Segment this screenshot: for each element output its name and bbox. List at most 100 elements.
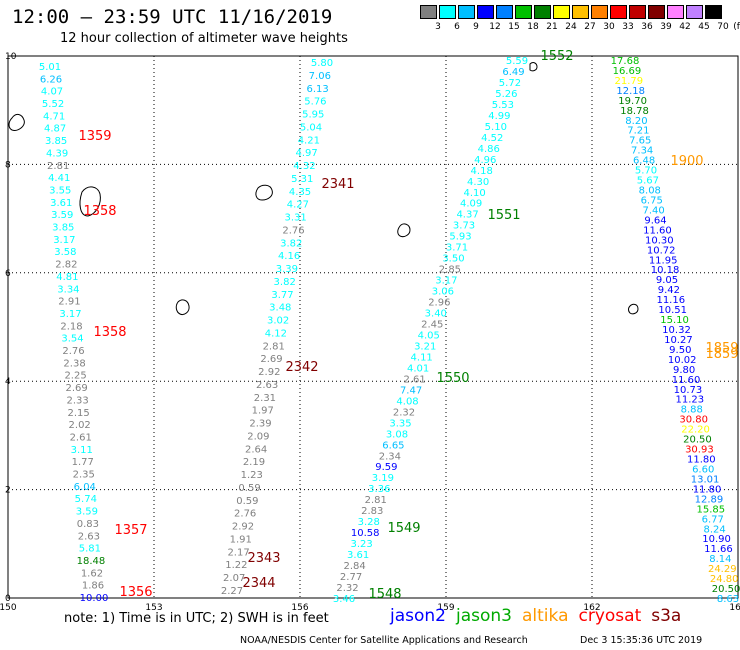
wave-height-value: 2.81 [47, 161, 69, 172]
wave-height-value: 18.78 [620, 106, 649, 117]
wave-height-value: 3.61 [50, 198, 72, 209]
colorbar-unit: (ft) [733, 22, 740, 32]
wave-height-value: 10.58 [351, 528, 380, 539]
wave-height-value: 3.21 [414, 341, 436, 352]
x-tick-label: 159 [437, 603, 454, 613]
pass-time-label: 1358 [83, 204, 116, 219]
wave-height-value: 1.23 [241, 470, 263, 481]
wave-height-value: 11.16 [656, 295, 685, 306]
colorbar-label: 36 [641, 22, 653, 32]
wave-height-value: 6.13 [306, 84, 328, 95]
wave-height-value: 2.76 [62, 346, 84, 357]
wave-height-value: 11.23 [676, 395, 705, 406]
colorbar-swatch [705, 5, 722, 19]
pass-time-label: 1551 [487, 208, 520, 223]
wave-height-value: 5.72 [499, 78, 521, 89]
wave-height-value: 10.72 [647, 245, 676, 256]
wave-height-value: 7.06 [309, 71, 331, 82]
wave-height-value: 6.60 [692, 464, 714, 475]
wave-height-value: 11.80 [687, 455, 716, 466]
satellite-legend-entry: s3a [651, 606, 682, 626]
wave-height-value: 2.35 [73, 470, 95, 481]
pass-time-label: 1358 [93, 325, 126, 340]
wave-height-value: 1.77 [72, 457, 94, 468]
wave-height-value: 3.35 [389, 418, 411, 429]
wave-height-value: 18.48 [77, 556, 106, 567]
wave-height-value: 4.41 [48, 173, 70, 184]
credit-line: NOAA/NESDIS Center for Satellite Applica… [240, 635, 528, 646]
wave-height-value: 5.52 [42, 99, 64, 110]
axis-tick-labels: 150 153 156 159 162 165 0 2 4 6 8 10 [0, 52, 740, 613]
wave-height-value: 2.45 [421, 320, 443, 331]
colorbar-swatch [648, 5, 665, 19]
pass-time-label: 1859 [705, 341, 738, 356]
colorbar-swatch [629, 5, 646, 19]
wave-height-value: 4.99 [488, 111, 510, 122]
wave-height-value: 4.97 [296, 148, 318, 159]
wave-height-value: 8.08 [639, 186, 661, 197]
wave-height-value: 24.29 [708, 564, 737, 575]
footnote: note: 1) Time is in UTC; 2) SWH is in fe… [64, 611, 329, 626]
wave-height-value: 12.18 [616, 86, 645, 97]
colorbar-label: 33 [622, 22, 634, 32]
wave-height-value: 3.48 [269, 303, 291, 314]
wave-height-value: 2.82 [55, 260, 77, 271]
x-tick-label: 156 [291, 603, 308, 613]
wave-height-value: 10.02 [668, 355, 697, 366]
wave-height-value: 2.07 [223, 573, 245, 584]
wave-height-value: 5.01 [39, 62, 61, 73]
y-tick-label: 10 [5, 52, 17, 62]
wave-height-value: 3.36 [368, 484, 390, 495]
wave-height-value: 2.63 [256, 380, 278, 391]
wave-height-value: 6.77 [702, 514, 724, 525]
wave-height-value: 3.19 [372, 473, 394, 484]
colorbar-label: 39 [660, 22, 672, 32]
colorbar-swatch [534, 5, 551, 19]
wave-height-value: 2.61 [70, 432, 92, 443]
y-tick-label: 4 [5, 377, 11, 387]
wave-height-value: 5.81 [79, 544, 101, 555]
wave-height-value: 2.77 [340, 572, 362, 583]
wave-height-value: 11.66 [704, 544, 733, 555]
wave-height-value: 3.34 [57, 284, 79, 295]
pass-time-label: 2343 [247, 551, 280, 566]
wave-height-value: 4.27 [287, 200, 309, 211]
wave-height-value: 4.01 [407, 363, 429, 374]
map-frame [7, 55, 739, 599]
wave-height-value: 10.32 [662, 325, 691, 336]
wave-height-value: 2.02 [69, 420, 91, 431]
colorbar-swatch [496, 5, 513, 19]
wave-height-value: 19.70 [618, 96, 647, 107]
wave-height-value: 1.62 [81, 568, 103, 579]
wave-height-value: 4.12 [265, 328, 287, 339]
wave-height-value: 3.59 [51, 210, 73, 221]
pass-time-label: 1550 [436, 371, 469, 386]
wave-height-value: 4.08 [396, 396, 418, 407]
wave-height-value: 3.55 [49, 185, 71, 196]
pass-time-label: 1900 [670, 154, 703, 169]
wave-height-value: 2.39 [249, 419, 271, 430]
wave-height-value: 5.04 [300, 122, 322, 133]
island-shape [529, 62, 538, 72]
wave-height-value: 4.09 [460, 199, 482, 210]
wave-height-value: 1.91 [230, 534, 252, 545]
wave-height-value: 22.20 [681, 425, 710, 436]
wave-height-value: 11.60 [672, 375, 701, 386]
wave-height-value: 5.59 [506, 56, 528, 67]
island-shape [175, 299, 190, 315]
wave-height-value: 6.48 [633, 156, 655, 167]
wave-height-value: 7.21 [627, 126, 649, 137]
wave-height-value: 7.40 [642, 205, 664, 216]
wave-height-value: 4.30 [467, 177, 489, 188]
colorbar-swatch [420, 5, 437, 19]
wave-height-value: 11.80 [693, 484, 722, 495]
wave-height-value: 2.32 [393, 407, 415, 418]
wave-height-value: 3.17 [435, 276, 457, 287]
map-title: 12:00 – 23:59 UTC 11/16/2019 [12, 6, 333, 28]
wave-height-value: 4.05 [418, 330, 440, 341]
wave-height-value: 5.76 [304, 97, 326, 108]
wave-height-value: 5.74 [75, 494, 97, 505]
colorbar-swatch [477, 5, 494, 19]
wave-height-value: 20.50 [712, 584, 740, 595]
pass-time-label: 2342 [285, 360, 318, 375]
